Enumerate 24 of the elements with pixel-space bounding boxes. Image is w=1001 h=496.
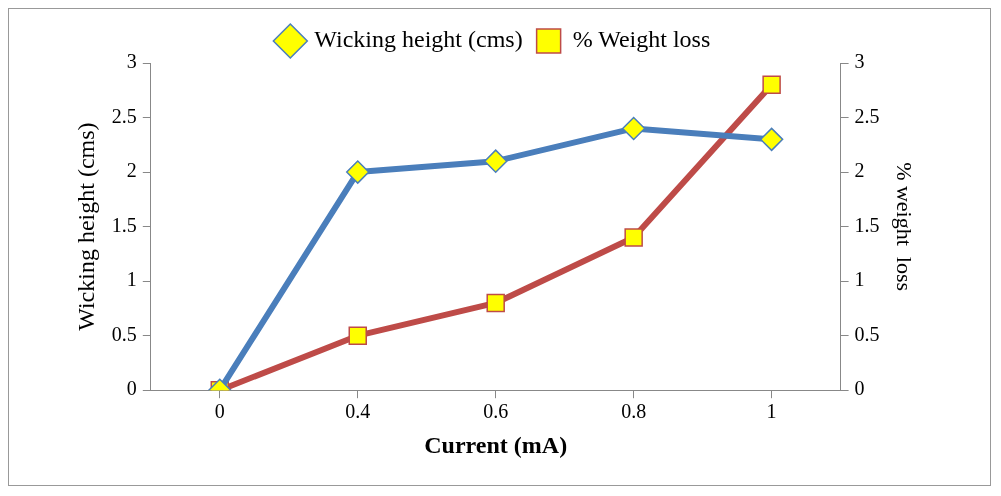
y2-tick-label: 1 [854,268,865,291]
y2-axis-title: % weight loss [892,162,918,292]
x-axis-title: Current (mA) [424,431,568,458]
y2-tick-label: 2.5 [854,104,880,127]
x-tick-label: 0.8 [621,400,647,423]
x-tick-label: 1 [766,400,777,423]
y2-tick-label: 2 [854,159,865,182]
y-axis-title: Wicking height (cms) [72,122,99,331]
y2-tick-label: 0 [854,377,865,400]
y-tick-label: 0 [126,377,137,400]
y2-tick-label: 1.5 [854,213,880,236]
y-tick-label: 2.5 [111,104,137,127]
x-tick-label: 0.4 [345,400,371,423]
x-tick-label: 0.6 [483,400,509,423]
y-tick-label: 0.5 [111,322,137,345]
y-tick-label: 3 [126,50,137,73]
y-tick-label: 1 [126,268,137,291]
y2-tick-label: 3 [854,50,865,73]
legend-label: % Weight loss [572,26,711,53]
legend-label: Wicking height (cms) [314,26,523,53]
x-tick-label: 0 [214,400,225,423]
y2-tick-label: 0.5 [854,322,880,345]
y-tick-label: 2 [126,159,137,182]
y-tick-label: 1.5 [111,213,137,236]
